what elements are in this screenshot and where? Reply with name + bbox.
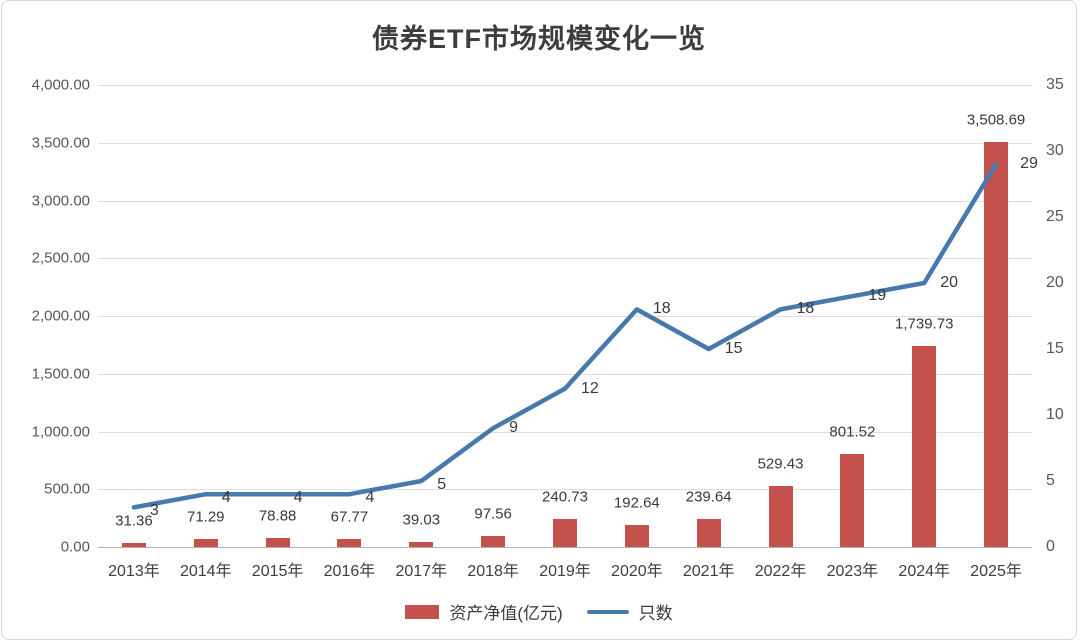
right-axis-tick: 0	[1046, 538, 1055, 555]
x-axis-label: 2019年	[539, 563, 591, 580]
bar	[121, 543, 146, 547]
line-series	[131, 161, 999, 510]
gridline	[98, 85, 1032, 86]
line-value-label: 15	[724, 340, 743, 357]
bar	[553, 519, 577, 547]
gridline	[98, 142, 1032, 144]
gridline	[98, 316, 1032, 317]
bar-series-legend-label: 资产净值(亿元)	[449, 604, 563, 623]
gridline	[98, 489, 1032, 491]
bar	[624, 524, 649, 547]
x-axis-label: 2024年	[898, 563, 951, 580]
right-axis-tick: 30	[1046, 142, 1064, 159]
bar-series-swatch	[405, 604, 440, 619]
line-path	[131, 161, 999, 510]
x-axis-label: 2025年	[970, 563, 1022, 580]
line-value-label: 29	[1020, 155, 1038, 173]
x-axis-label: 2020年	[611, 563, 663, 580]
bar-value-label: 1,739.73	[895, 315, 954, 333]
x-axis-label: 2015年	[251, 563, 304, 580]
left-axis-tick: 0.00	[60, 538, 90, 556]
line-value-label: 5	[437, 476, 447, 493]
gridline	[98, 200, 1032, 202]
legend: 资产净值(亿元) 只数	[2, 599, 1076, 624]
left-axis-tick: 2,000.00	[31, 307, 90, 325]
x-axis-label: 2018年	[467, 563, 519, 580]
bar	[840, 454, 865, 547]
x-axis-label: 2014年	[179, 563, 232, 580]
bar	[193, 538, 218, 547]
gridline	[98, 258, 1032, 260]
bar-value-label: 67.77	[330, 508, 369, 526]
bar	[768, 485, 793, 547]
left-axis-tick: 3,500.00	[31, 134, 90, 152]
left-axis-tick: 4,000.00	[31, 76, 90, 94]
bar-value-label: 97.56	[474, 505, 512, 523]
gridline	[98, 431, 1032, 433]
bar	[481, 535, 506, 547]
line-value-label: 4	[365, 489, 375, 507]
left-axis-tick: 1,500.00	[31, 365, 90, 383]
bar-value-label: 192.64	[613, 494, 660, 512]
line-series-swatch	[586, 609, 629, 614]
bar	[265, 537, 290, 547]
left-axis-tick: 3,000.00	[31, 192, 90, 209]
right-axis-tick: 10	[1046, 406, 1064, 423]
x-axis-label: 2022年	[754, 563, 807, 580]
bar	[696, 519, 721, 547]
left-axis-tick: 2,500.00	[31, 249, 90, 267]
bar-value-label: 31.36	[115, 512, 153, 530]
bar-value-label: 240.73	[542, 488, 588, 506]
bar-value-label: 801.52	[829, 423, 876, 441]
line-value-label: 3	[149, 502, 159, 520]
right-axis-tick: 15	[1046, 340, 1064, 357]
left-axis-tick: 500.00	[44, 480, 90, 498]
line-value-label: 19	[868, 287, 887, 305]
line-value-label: 20	[940, 274, 959, 291]
line-value-label: 4	[221, 489, 231, 507]
bar-value-label: 39.03	[402, 511, 441, 529]
bar-value-label: 78.88	[258, 507, 297, 525]
x-axis-label: 2013年	[108, 563, 160, 580]
bar	[984, 141, 1009, 547]
line-value-label: 18	[652, 300, 671, 318]
x-axis-label: 2021年	[682, 563, 735, 580]
gridline	[98, 373, 1032, 375]
x-axis-label: 2017年	[395, 563, 448, 580]
line-value-label: 12	[581, 379, 599, 397]
line-series-legend-label: 只数	[638, 604, 673, 623]
line-value-label: 9	[509, 419, 519, 437]
chart-title: 债券ETF市场规模变化一览	[372, 24, 706, 54]
right-axis-tick: 35	[1046, 76, 1064, 93]
line-value-label: 4	[293, 489, 303, 507]
bar-value-label: 239.64	[685, 488, 732, 506]
bar	[409, 542, 434, 547]
bar	[337, 539, 362, 547]
bar-value-label: 71.29	[186, 508, 225, 526]
bar-value-label: 3,508.69	[966, 111, 1026, 129]
right-axis-tick: 25	[1046, 208, 1064, 225]
x-axis-label: 2016年	[323, 563, 376, 580]
bar-value-label: 529.43	[757, 455, 804, 473]
x-axis-label: 2023年	[826, 563, 879, 580]
line-value-label: 18	[796, 300, 815, 318]
left-axis-tick: 1,000.00	[31, 423, 90, 440]
right-axis-tick: 5	[1046, 472, 1055, 489]
x-axis-line	[98, 547, 1032, 548]
bar	[912, 346, 937, 547]
right-axis-tick: 20	[1046, 274, 1064, 291]
